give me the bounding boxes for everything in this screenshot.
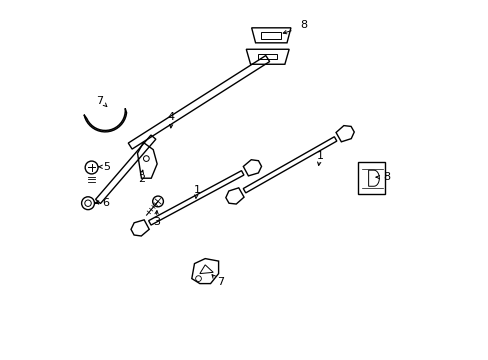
Bar <box>258 54 277 59</box>
Bar <box>261 32 281 39</box>
Text: 3: 3 <box>152 217 160 227</box>
Text: 5: 5 <box>103 162 110 172</box>
Text: 1: 1 <box>316 151 323 161</box>
Text: 7: 7 <box>96 96 103 107</box>
Text: 1: 1 <box>193 185 201 195</box>
Text: 7: 7 <box>216 277 224 287</box>
Text: 8: 8 <box>299 19 306 30</box>
Text: 6: 6 <box>102 198 109 207</box>
Text: 8: 8 <box>382 172 389 182</box>
Text: 4: 4 <box>167 112 175 122</box>
Text: 2: 2 <box>138 174 145 184</box>
